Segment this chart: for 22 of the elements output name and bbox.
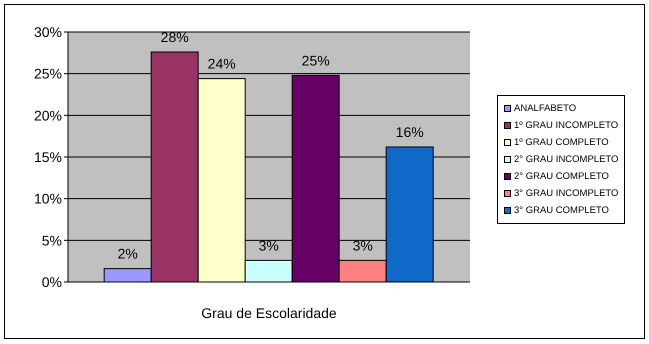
data-label: 3%: [258, 237, 279, 254]
y-tick-label: 10%: [34, 190, 62, 207]
data-label: 28%: [160, 29, 189, 45]
data-label: 3%: [352, 237, 373, 254]
y-tick-label: 30%: [34, 24, 62, 40]
y-tick-label: 0%: [42, 274, 62, 290]
legend-label: ANALFABETO: [514, 103, 576, 114]
data-label: 16%: [396, 124, 424, 140]
legend-label: 3° GRAU INCOMPLETO: [514, 188, 618, 199]
data-label: 24%: [208, 56, 236, 72]
y-tick-label: 5%: [42, 232, 62, 248]
data-label: 2%: [118, 246, 138, 262]
data-label: 25%: [302, 52, 330, 68]
y-tick-label: 15%: [34, 148, 62, 165]
legend-label: 1º GRAU COMPLETO: [514, 137, 609, 148]
y-tick-label: 25%: [34, 66, 62, 82]
legend-label: 3° GRAU COMPLETO: [514, 205, 609, 216]
x-axis-title: Grau de Escolaridade: [201, 305, 337, 321]
legend-label: 1º GRAU INCOMPLETO: [514, 120, 618, 131]
legend-label: 2° GRAU COMPLETO: [514, 171, 609, 182]
y-tick-label: 20%: [34, 107, 62, 124]
legend-label: 2° GRAU INCOMPLETO: [514, 154, 618, 165]
